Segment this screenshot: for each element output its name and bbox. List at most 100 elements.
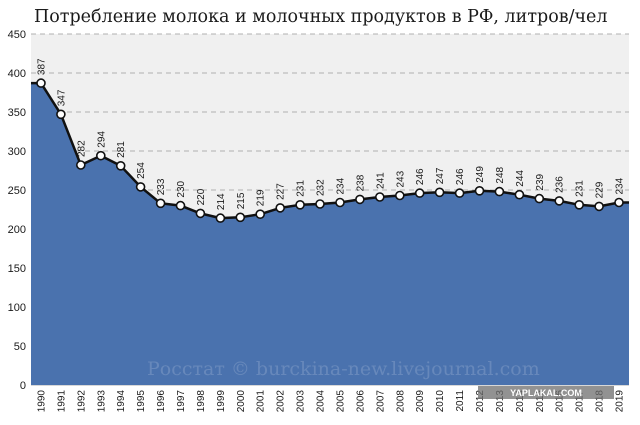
area-fill <box>31 83 629 385</box>
data-labels: 387 347 282 294 281 254 233 230 220 214 215 219 227 2… <box>37 58 626 210</box>
y-axis-ticks: 0 50 100 150 200 250 300 350 400 450 <box>8 29 26 392</box>
data-point <box>594 201 604 212</box>
data-point <box>155 198 166 209</box>
x-tick-label: 1994 <box>116 390 127 413</box>
x-tick-label: 2019 <box>615 390 626 413</box>
x-tick-label: 2016 <box>555 390 566 413</box>
x-tick-label: 2006 <box>355 390 366 413</box>
y-tick-label: 200 <box>8 224 26 236</box>
x-tick-label: 2001 <box>256 390 267 413</box>
data-label: 281 <box>116 141 127 158</box>
x-tick-label: 2004 <box>316 390 327 413</box>
x-tick-label: 2003 <box>296 390 307 413</box>
data-point <box>514 189 525 200</box>
data-label: 239 <box>535 173 546 190</box>
data-point <box>96 150 106 161</box>
site-badge: YAPLAKAL.COM <box>478 386 614 399</box>
site-badge-text: YAPLAKAL.COM <box>510 388 582 398</box>
data-label: 229 <box>595 181 606 198</box>
data-label: 231 <box>296 180 307 197</box>
x-axis-ticks: 1990 1991 1992 1993 1994 1995 1996 1997 1998 1999… <box>37 390 626 413</box>
data-label: 233 <box>156 178 167 195</box>
data-label: 249 <box>475 166 486 183</box>
x-tick-label: 2008 <box>395 390 406 413</box>
data-label: 238 <box>355 174 366 191</box>
data-point <box>175 200 186 211</box>
data-label: 219 <box>256 189 267 206</box>
watermark-text: Росстат © burckina-new.livejournal.com <box>147 358 540 380</box>
data-label: 230 <box>176 180 187 197</box>
x-tick-label: 1995 <box>136 390 147 413</box>
data-point <box>56 109 66 120</box>
x-tick-label: 2018 <box>595 390 606 413</box>
x-tick-label: 2007 <box>375 390 386 413</box>
y-tick-label: 150 <box>8 263 26 275</box>
x-tick-label: 2015 <box>535 390 546 413</box>
data-point <box>474 186 485 196</box>
data-point <box>554 196 565 206</box>
data-label: 215 <box>236 192 247 209</box>
x-tick-label: 2012 <box>475 390 486 413</box>
data-point <box>76 160 86 170</box>
x-tick-label: 2009 <box>415 390 426 413</box>
data-label: 246 <box>415 168 426 185</box>
data-point <box>355 194 365 205</box>
data-point <box>374 192 385 202</box>
data-point <box>255 209 266 219</box>
x-tick-label: 2011 <box>455 390 466 412</box>
data-point <box>36 78 46 88</box>
x-tick-label: 2013 <box>495 390 506 413</box>
y-tick-label: 450 <box>8 29 26 41</box>
data-point <box>614 197 624 208</box>
data-label: 234 <box>336 177 347 194</box>
data-label: 282 <box>76 140 87 157</box>
data-point <box>235 212 246 223</box>
x-tick-label: 2005 <box>336 390 347 413</box>
x-tick-label: 2002 <box>276 390 287 413</box>
y-tick-label: 300 <box>8 146 26 158</box>
data-point <box>574 200 585 210</box>
y-tick-label: 350 <box>8 107 26 119</box>
data-point <box>195 208 206 219</box>
y-tick-label: 400 <box>8 68 26 80</box>
data-point <box>335 197 345 208</box>
y-tick-label: 100 <box>8 302 26 314</box>
data-label: 347 <box>56 89 67 106</box>
data-points <box>36 78 624 223</box>
x-tick-label: 1991 <box>56 390 67 413</box>
data-label: 244 <box>515 170 526 187</box>
data-label: 387 <box>37 58 48 75</box>
data-point <box>434 187 445 198</box>
data-label: 232 <box>316 179 327 196</box>
data-label: 227 <box>276 183 287 200</box>
x-tick-label: 2010 <box>435 390 446 413</box>
data-point <box>295 200 305 210</box>
data-point <box>315 199 325 209</box>
data-point <box>494 186 505 197</box>
data-point <box>394 190 405 201</box>
data-point <box>215 213 226 223</box>
data-point <box>414 188 425 198</box>
data-label: 243 <box>395 170 406 187</box>
data-label: 241 <box>375 172 386 189</box>
x-tick-label: 1990 <box>37 390 48 413</box>
x-tick-label: 2017 <box>575 390 586 413</box>
chart-title: Потребление молока и молочных продуктов … <box>34 7 608 27</box>
x-tick-label: 1993 <box>96 390 107 413</box>
x-tick-label: 2014 <box>515 390 526 413</box>
x-tick-label: 1999 <box>216 390 227 413</box>
data-point <box>115 161 126 171</box>
data-point <box>534 193 545 204</box>
data-label: 247 <box>435 167 446 184</box>
x-tick-label: 2000 <box>236 390 247 413</box>
data-label: 236 <box>555 176 566 193</box>
data-point <box>135 182 146 192</box>
data-label: 214 <box>216 193 227 210</box>
data-label: 220 <box>196 188 207 205</box>
data-label: 231 <box>575 180 586 197</box>
data-label: 248 <box>495 166 506 183</box>
data-label: 294 <box>96 131 107 148</box>
x-tick-label: 1996 <box>156 390 167 413</box>
data-point <box>275 203 286 213</box>
data-point <box>454 188 465 198</box>
